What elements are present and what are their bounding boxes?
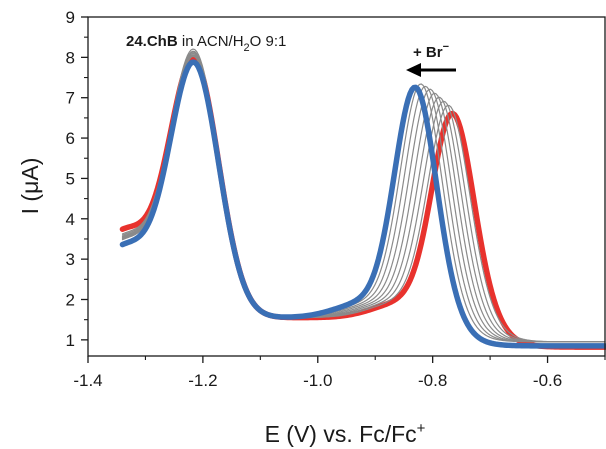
y-axis-ticks: 1 2 3 4 5 6 7 8 9 [66,8,88,350]
y-tick-label: 8 [66,48,75,67]
y-tick-label: 7 [66,89,75,108]
plot-curves [119,48,606,350]
x-tick-label: -1.2 [188,371,217,390]
y-tick-label: 6 [66,129,75,148]
sample-annotation: 24.ChB in ACN/H2O 9:1 [126,33,286,54]
y-tick-label: 3 [66,250,75,269]
bromide-addition-label: + Br− [413,41,449,61]
shift-direction-arrow [406,63,456,77]
y-tick-label: 1 [66,331,75,350]
x-tick-label: -1.4 [73,371,102,390]
y-tick-label: 2 [66,291,75,310]
series-line-intermediate [121,48,606,343]
x-axis-title: E (V) vs. Fc/Fc+ [265,420,426,447]
series-line-final [119,59,606,349]
series-line-intermediate [121,55,606,343]
y-tick-label: 9 [66,8,75,27]
y-axis-title: I (μA) [17,158,43,215]
plot-frame [87,16,606,357]
x-axis-ticks: -1.4 -1.2 -1.0 -0.8 -0.6 [73,356,606,390]
y-tick-label: 5 [66,169,75,188]
x-tick-label: -0.6 [533,371,562,390]
x-tick-label: -0.8 [418,371,447,390]
x-tick-label: -1.0 [303,371,332,390]
y-tick-label: 4 [66,210,75,229]
